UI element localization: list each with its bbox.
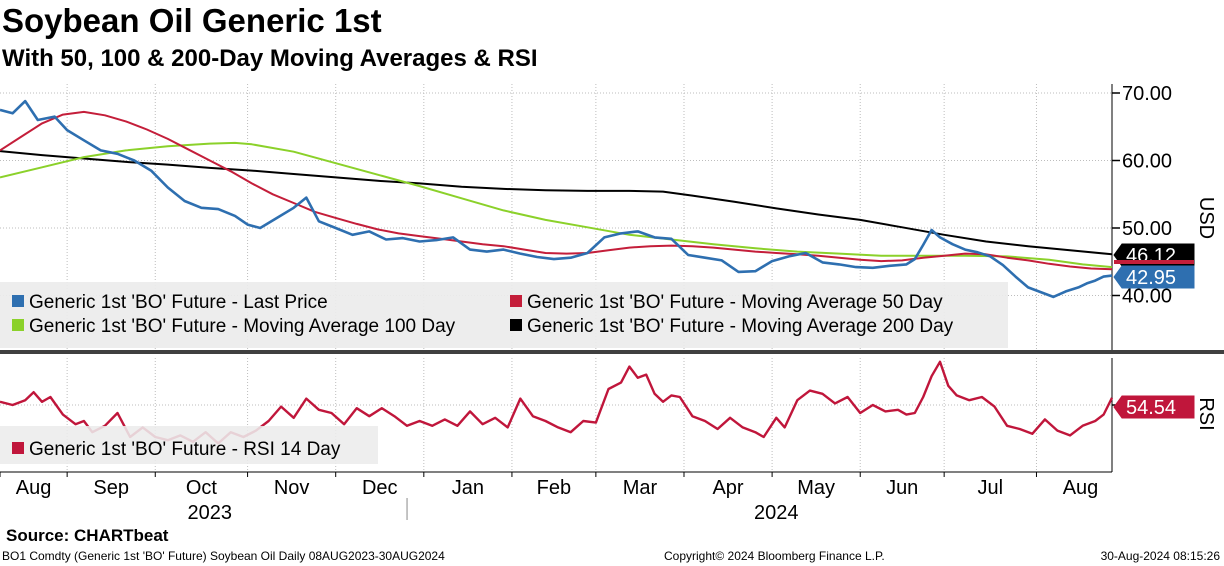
x-tick-label: Nov [274,477,310,499]
x-tick-label: Jul [978,477,1004,499]
legend-label: Generic 1st 'BO' Future - Moving Average… [527,292,943,313]
rsi-y-axis-label: RSI [1195,397,1217,430]
panel-separator [0,350,1224,354]
ma200-line [0,150,1113,256]
price-y-tick-label: 40.00 [1122,286,1172,308]
legend-swatch [510,319,522,331]
legend-swatch [12,442,24,454]
x-tick-label: Feb [537,477,571,499]
last-price-line [0,99,1113,299]
source-label: Source: CHARTbeat [6,526,169,545]
chart-subtitle: With 50, 100 & 200-Day Moving Averages &… [2,45,538,72]
rsi-legend-bg [0,426,378,464]
x-tick-label: May [797,477,835,499]
price-legend-bg [0,282,1008,348]
x-tick-label: Jan [452,477,484,499]
security-description: BO1 Comdty (Generic 1st 'BO' Future) Soy… [2,549,445,563]
price-legend: Generic 1st 'BO' Future - Last Price Gene… [0,282,1008,348]
x-tick-label: Sep [93,477,129,499]
last-price-value-tag-label: 42.95 [1126,267,1176,289]
legend-swatch [12,319,24,331]
rsi-legend: Generic 1st 'BO' Future - RSI 14 Day [0,426,378,464]
chart-area: 40.00 50.00 60.00 70.00 USD RSI Aug Sep Oct Nov De… [0,83,1224,520]
x-year-label: 2024 [754,502,799,520]
price-y-axis-label: USD [1195,197,1217,239]
gridlines [0,84,1112,472]
rsi-value-tag: 54.54 [1113,395,1195,419]
legend-label: Generic 1st 'BO' Future - Moving Average… [29,316,456,337]
price-y-tick-label: 70.00 [1122,83,1172,105]
rsi-value-tag-label: 54.54 [1126,397,1176,419]
legend-swatch [12,295,24,307]
rsi-value-tag-box [1113,395,1195,419]
x-tick-label: Jun [886,477,918,499]
price-y-tick-label: 50.00 [1122,218,1172,240]
timestamp: 30-Aug-2024 08:15:26 [1100,549,1220,563]
legend-label: Generic 1st 'BO' Future - Last Price [29,292,328,313]
x-tick-label: Apr [712,477,743,499]
last-price-value-tag: 42.95 [1113,265,1195,289]
chart-title: Soybean Oil Generic 1st [2,2,382,39]
x-tick-label: Aug [1063,477,1099,499]
legend-label: Generic 1st 'BO' Future - RSI 14 Day [29,439,341,460]
x-tick-label: Oct [186,477,218,499]
x-tick-label: Dec [362,477,398,499]
copyright: Copyright© 2024 Bloomberg Finance L.P. [664,549,885,563]
price-y-tick-label: 60.00 [1122,151,1172,173]
ma50-line [0,110,1113,271]
legend-label: Generic 1st 'BO' Future - Moving Average… [527,316,954,337]
x-year-label: 2023 [188,502,233,520]
ma100-line [0,141,1113,269]
x-tick-label: Aug [16,477,52,499]
ma50-value-tag [1114,260,1194,264]
x-tick-label: Mar [623,477,658,499]
legend-swatch [510,295,522,307]
last-price-value-tag-box [1113,265,1195,289]
